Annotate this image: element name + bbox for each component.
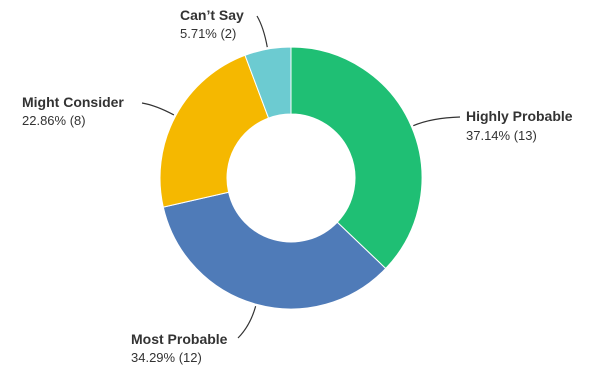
leader-line [413, 116, 461, 127]
leader-line [141, 102, 175, 116]
slice-highly-probable [290, 46, 423, 270]
leader-line [237, 306, 257, 339]
label-cant-say: Can’t Say 5.71% (2) [180, 7, 244, 41]
slice-label-name: Can’t Say [180, 7, 244, 23]
slice-label-value: 5.71% (2) [180, 26, 236, 41]
slice-label-value: 37.14% (13) [466, 128, 537, 143]
label-most-probable: Most Probable 34.29% (12) [131, 331, 228, 365]
slice-can-t-say [244, 46, 292, 119]
leader-lines [141, 15, 461, 339]
slice-label-value: 22.86% (8) [22, 113, 86, 128]
slice-label-name: Might Consider [22, 94, 124, 110]
label-highly-probable: Highly Probable 37.14% (13) [466, 108, 573, 143]
slice-most-probable [162, 191, 387, 310]
label-might-consider: Might Consider 22.86% (8) [22, 94, 124, 128]
slice-label-value: 34.29% (12) [131, 350, 202, 365]
slice-label-name: Highly Probable [466, 108, 573, 124]
donut-slices [159, 46, 423, 310]
leader-line [256, 15, 268, 48]
slice-label-name: Most Probable [131, 331, 228, 347]
slice-might-consider [159, 54, 270, 208]
